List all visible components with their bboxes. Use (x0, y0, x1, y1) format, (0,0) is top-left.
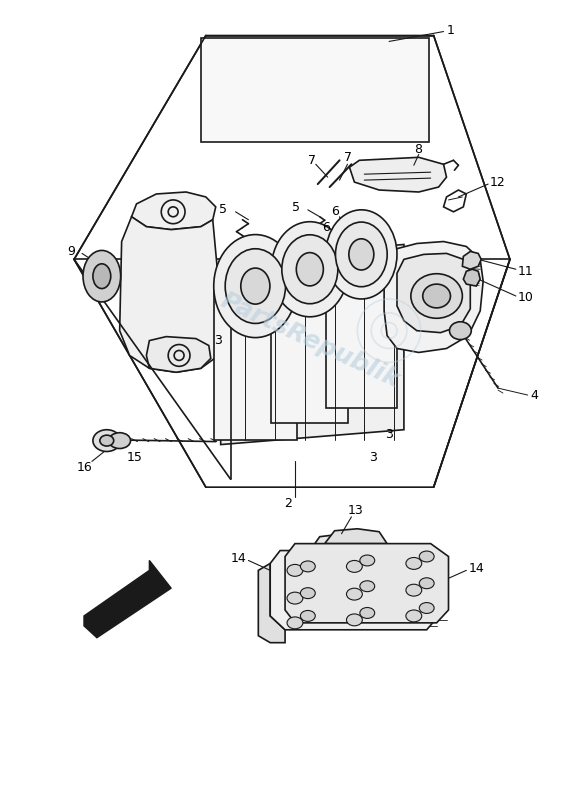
Ellipse shape (346, 614, 362, 626)
Ellipse shape (287, 565, 303, 576)
Text: 7: 7 (308, 154, 316, 167)
Polygon shape (326, 254, 397, 408)
Text: 2: 2 (284, 497, 292, 510)
Text: 13: 13 (347, 505, 363, 518)
Ellipse shape (93, 264, 111, 289)
Ellipse shape (423, 284, 450, 308)
Ellipse shape (300, 588, 315, 598)
Ellipse shape (271, 222, 349, 317)
Ellipse shape (349, 238, 374, 270)
Ellipse shape (326, 210, 397, 299)
Ellipse shape (287, 617, 303, 629)
Text: 6: 6 (322, 221, 329, 234)
Ellipse shape (419, 551, 434, 562)
Text: PartsRepublik: PartsRepublik (216, 289, 404, 393)
Ellipse shape (109, 433, 131, 449)
Ellipse shape (225, 249, 286, 323)
Polygon shape (131, 192, 215, 230)
Ellipse shape (360, 581, 375, 592)
Polygon shape (221, 245, 404, 445)
Polygon shape (270, 550, 439, 630)
Ellipse shape (360, 607, 375, 618)
Ellipse shape (282, 234, 338, 304)
Ellipse shape (335, 222, 387, 286)
Ellipse shape (214, 234, 297, 338)
Ellipse shape (406, 558, 422, 570)
Ellipse shape (450, 322, 471, 339)
Text: 12: 12 (490, 175, 506, 189)
Text: 9: 9 (67, 245, 75, 258)
Text: 14: 14 (468, 562, 484, 575)
Ellipse shape (411, 274, 463, 318)
Text: 7: 7 (345, 151, 353, 164)
Text: 5: 5 (218, 203, 227, 216)
Polygon shape (285, 544, 449, 623)
Ellipse shape (83, 250, 121, 302)
Ellipse shape (360, 555, 375, 566)
Polygon shape (74, 35, 510, 487)
Polygon shape (271, 270, 349, 422)
Polygon shape (201, 38, 429, 142)
Polygon shape (120, 217, 225, 372)
Ellipse shape (100, 435, 114, 446)
Ellipse shape (93, 430, 121, 451)
Ellipse shape (406, 610, 422, 622)
Text: 4: 4 (531, 389, 538, 402)
Polygon shape (349, 158, 447, 192)
Ellipse shape (419, 602, 434, 614)
Text: 6: 6 (332, 206, 339, 218)
Ellipse shape (296, 253, 324, 286)
Ellipse shape (406, 584, 422, 596)
Text: 8: 8 (414, 143, 422, 156)
Ellipse shape (346, 561, 362, 572)
Polygon shape (384, 242, 483, 353)
Polygon shape (397, 254, 470, 333)
Text: 14: 14 (231, 552, 246, 565)
Text: 5: 5 (292, 202, 300, 214)
Ellipse shape (287, 592, 303, 604)
Ellipse shape (300, 561, 315, 572)
Text: 3: 3 (369, 451, 377, 464)
Ellipse shape (241, 268, 270, 304)
Polygon shape (84, 561, 171, 638)
Polygon shape (310, 534, 374, 550)
Text: 1: 1 (447, 24, 454, 37)
Text: 15: 15 (127, 451, 142, 464)
Ellipse shape (300, 610, 315, 622)
Polygon shape (214, 286, 297, 440)
Ellipse shape (419, 578, 434, 589)
Text: 3: 3 (214, 334, 221, 347)
Polygon shape (463, 270, 480, 286)
Polygon shape (147, 337, 211, 372)
Polygon shape (258, 563, 285, 642)
Text: 11: 11 (518, 265, 534, 278)
Polygon shape (325, 529, 387, 544)
Text: 16: 16 (77, 461, 93, 474)
Text: 10: 10 (518, 291, 534, 305)
Text: 3: 3 (385, 428, 393, 441)
Polygon shape (463, 251, 481, 270)
Ellipse shape (346, 588, 362, 600)
